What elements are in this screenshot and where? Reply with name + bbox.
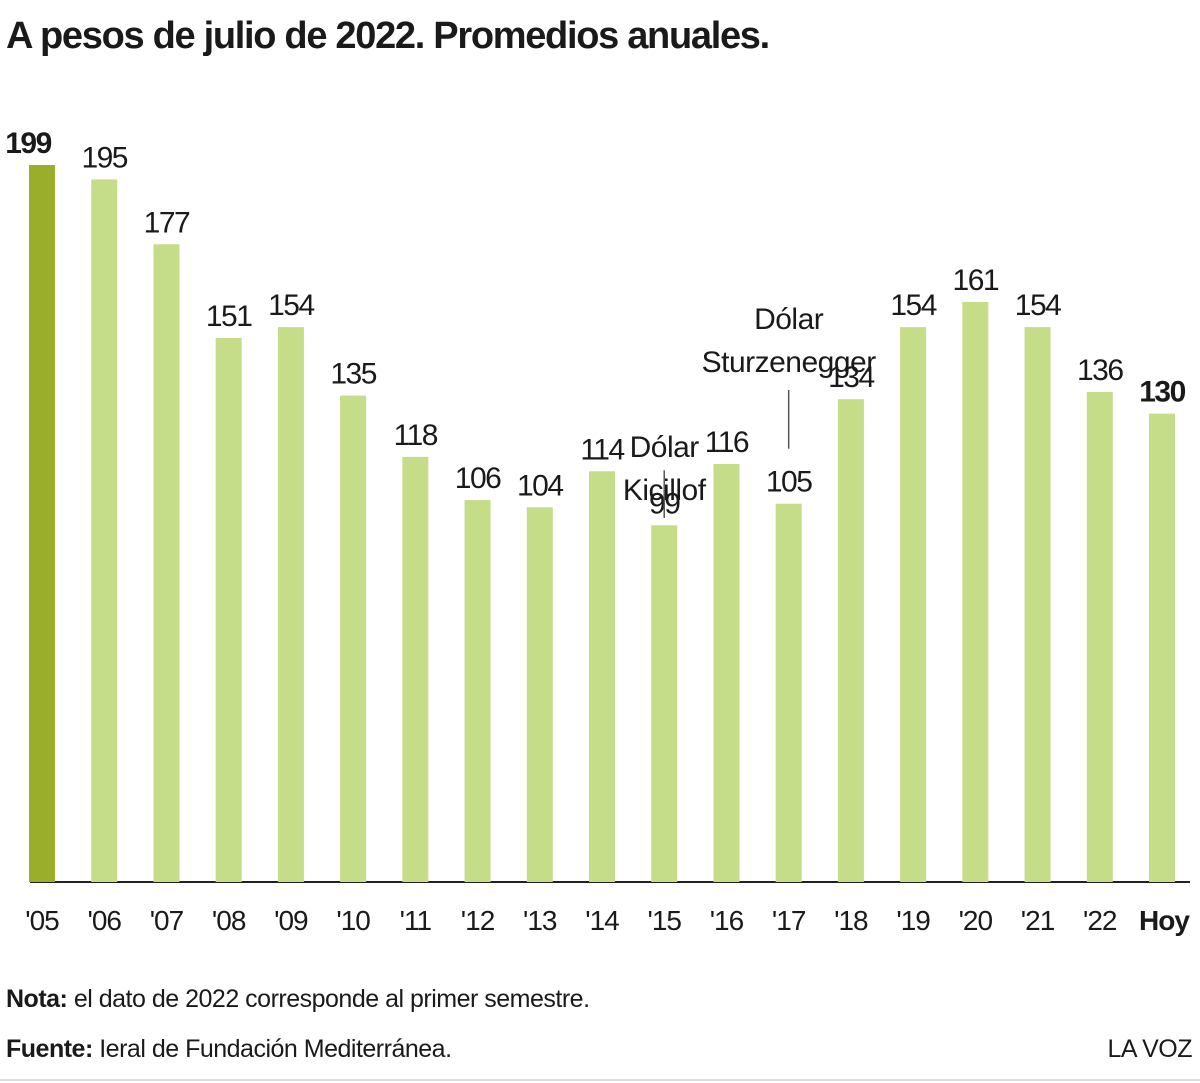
- x-tick-label: '17: [772, 905, 806, 936]
- value-label: 154: [890, 289, 936, 322]
- bar: [900, 327, 927, 882]
- bar: [1086, 391, 1113, 882]
- x-tick-label: '11: [400, 905, 432, 936]
- value-label: 161: [953, 264, 999, 297]
- value-label: 136: [1077, 354, 1123, 387]
- note-label: Nota:: [6, 985, 67, 1013]
- x-tick-label: '10: [336, 905, 370, 936]
- value-label: 116: [705, 426, 749, 459]
- x-tick-label: '21: [1021, 905, 1055, 936]
- value-label: 154: [268, 289, 314, 322]
- x-tick-label: '06: [87, 905, 121, 936]
- value-label: 195: [81, 141, 127, 174]
- bar: [962, 301, 989, 883]
- x-tick-label: '14: [585, 905, 619, 936]
- bar: [91, 179, 118, 883]
- x-tick-label: '16: [710, 905, 744, 936]
- x-tick-label: '20: [959, 905, 993, 936]
- x-tick-label: '09: [274, 905, 308, 936]
- bar: [277, 327, 304, 882]
- note-text: el dato de 2022 corresponde al primer se…: [74, 985, 590, 1013]
- bar: [153, 244, 180, 882]
- value-label: 154: [1015, 289, 1061, 322]
- bar: [1149, 413, 1175, 882]
- chart-title: A pesos de julio de 2022. Promedios anua…: [6, 15, 769, 57]
- x-tick-label: Hoy: [1139, 905, 1190, 936]
- value-label: 134: [828, 361, 874, 394]
- value-label: 104: [517, 469, 563, 502]
- value-label: 99: [649, 487, 680, 520]
- x-tick-label: '13: [523, 905, 557, 936]
- x-tick-label: '05: [25, 905, 59, 936]
- annotation: Dólar: [754, 303, 824, 336]
- value-label: 135: [330, 358, 376, 391]
- bar: [651, 525, 678, 882]
- bar: [29, 165, 55, 882]
- annotation: Dólar: [630, 431, 700, 464]
- bar: [775, 503, 802, 882]
- bar: [526, 507, 553, 882]
- bar: [215, 337, 242, 883]
- value-label: 177: [144, 206, 190, 239]
- annotation: Kicillof: [623, 474, 707, 507]
- bar: [1024, 327, 1051, 882]
- x-tick-label: '12: [461, 905, 495, 936]
- bar: [464, 500, 491, 882]
- x-tick-label: '15: [647, 905, 681, 936]
- value-label: 105: [766, 466, 812, 499]
- value-label: 130: [1139, 376, 1185, 409]
- source: Fuente: Ieral de Fundación Mediterránea.: [6, 1035, 452, 1063]
- x-tick-label: '18: [834, 905, 868, 936]
- x-tick-label: '07: [150, 905, 184, 936]
- source-text: Ieral de Fundación Mediterránea.: [99, 1035, 451, 1063]
- note: Nota: el dato de 2022 corresponde al pri…: [6, 985, 590, 1013]
- x-tick-label: '22: [1083, 905, 1117, 936]
- annotation: Sturzenegger: [702, 346, 877, 379]
- brand: LA VOZ: [1107, 1035, 1192, 1063]
- value-label: 114: [580, 433, 624, 466]
- value-label: 151: [206, 300, 252, 333]
- source-label: Fuente:: [6, 1035, 93, 1063]
- value-label: 118: [394, 419, 438, 452]
- bar: [837, 399, 864, 882]
- bar: [713, 464, 740, 882]
- value-label: 106: [455, 462, 501, 495]
- bar: [402, 456, 429, 882]
- value-label: 199: [5, 127, 51, 160]
- x-tick-label: '19: [896, 905, 930, 936]
- bar: [589, 471, 615, 882]
- bar: [340, 395, 367, 882]
- x-tick-label: '08: [212, 905, 246, 936]
